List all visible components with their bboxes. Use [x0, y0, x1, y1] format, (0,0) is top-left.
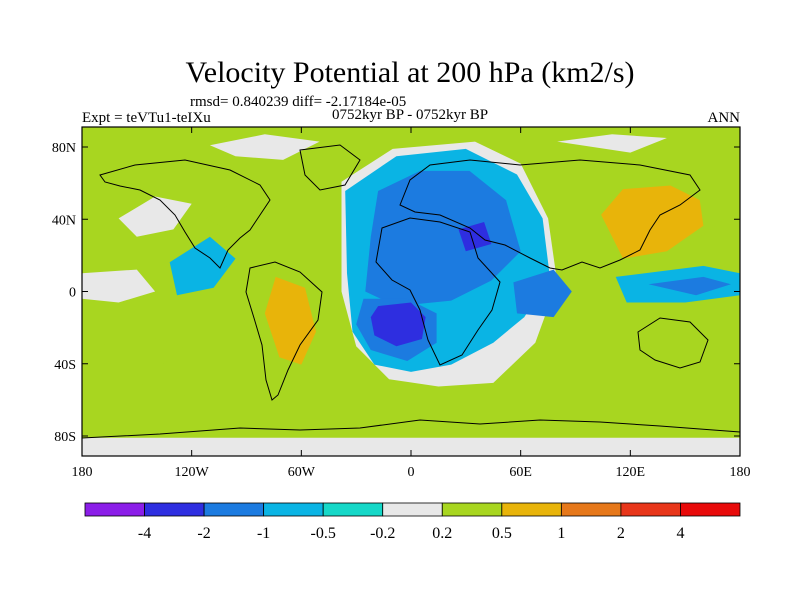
colorbar-label: 0.5 [492, 525, 512, 542]
colorbar-swatch [84, 502, 145, 517]
colorbar-swatch [322, 502, 384, 517]
contour-region-9 [648, 276, 731, 296]
colorbar-swatch [501, 502, 562, 517]
x-tick-label: 120W [175, 465, 210, 480]
map-area [82, 127, 740, 456]
contour-region-21 [82, 382, 192, 413]
axis-ticks: 180 120W 60W 0 60E 120E 180 80N 40N 0 40S 80S [52, 127, 751, 480]
x-tick-label: 60W [288, 465, 316, 480]
contour-regions [82, 134, 740, 456]
chart-title: Velocity Potential at 200 hPa (km2/s) [185, 56, 634, 89]
x-tick-label: 120E [616, 465, 646, 480]
coastline-north-america [99, 159, 271, 269]
colorbar-label: -0.5 [311, 525, 336, 542]
colorbar-swatch [620, 502, 681, 517]
colorbar-label: 1 [557, 525, 565, 542]
colorbar-label: -1 [257, 525, 270, 542]
contour-region-2 [365, 170, 521, 307]
colorbar-swatch [382, 502, 443, 517]
x-tick-label: 0 [408, 465, 415, 480]
colorbar-label: -0.2 [370, 525, 395, 542]
colorbar-swatch [203, 502, 265, 517]
contour-region-12 [118, 196, 192, 237]
y-tick-label: 0 [69, 286, 76, 301]
colorbar-label: 4 [676, 525, 684, 542]
contour-region-5 [370, 302, 426, 347]
contour-region-4 [513, 269, 572, 318]
coastlines [82, 144, 740, 439]
contour-region-16 [601, 185, 704, 259]
colorbar-label: -4 [138, 525, 151, 542]
season-label: ANN [708, 110, 741, 126]
coastline-greenland [299, 144, 361, 191]
experiment-label: Expt = teVTu1-teIXu [82, 110, 211, 126]
colorbar-swatch [560, 502, 622, 517]
contour-region-20 [206, 196, 284, 237]
y-tick-label: 40S [54, 358, 76, 373]
contour-region-19 [264, 276, 316, 365]
contour-region-7 [169, 236, 236, 296]
stats-text: rmsd= 0.840239 diff= -2.17184e-05 [190, 94, 406, 110]
coastline-antarctica [82, 419, 740, 439]
colorbar-swatch [441, 502, 503, 517]
contour-region-14 [82, 437, 740, 456]
coastline-eurasia [399, 159, 701, 271]
colorbar-label: 0.2 [432, 525, 452, 542]
coastline-australia [637, 317, 709, 369]
contour-region-17 [96, 335, 185, 365]
x-tick-label: 180 [72, 465, 93, 480]
colorbar-swatch [263, 502, 324, 517]
coastline-south-america [245, 261, 323, 401]
x-tick-label: 60E [509, 465, 532, 480]
colorbar: -4 -2 -1 -0.5 -0.2 0.2 0.5 1 2 4 [84, 502, 741, 542]
colorbar-label: 2 [617, 525, 625, 542]
contour-region-13 [557, 134, 667, 153]
contour-region-10 [82, 269, 156, 303]
y-tick-label: 80N [52, 141, 76, 156]
colorbar-label: -2 [197, 525, 210, 542]
y-tick-label: 40N [52, 213, 76, 228]
coastline-africa [375, 217, 501, 366]
y-tick-label: 80S [54, 430, 76, 445]
contour-region-11 [209, 134, 320, 160]
colorbar-swatch [144, 502, 205, 517]
colorbar-swatch [680, 502, 741, 517]
x-tick-label: 180 [730, 465, 751, 480]
contour-region-6 [458, 222, 492, 252]
period-label: 0752kyr BP - 0752kyr BP [332, 107, 488, 123]
